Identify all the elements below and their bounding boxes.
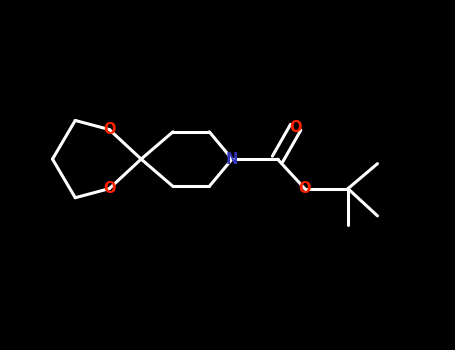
Text: O: O [289, 120, 302, 135]
Text: N: N [226, 152, 238, 167]
Text: O: O [103, 181, 116, 196]
Text: O: O [103, 122, 116, 137]
Text: O: O [298, 181, 311, 196]
